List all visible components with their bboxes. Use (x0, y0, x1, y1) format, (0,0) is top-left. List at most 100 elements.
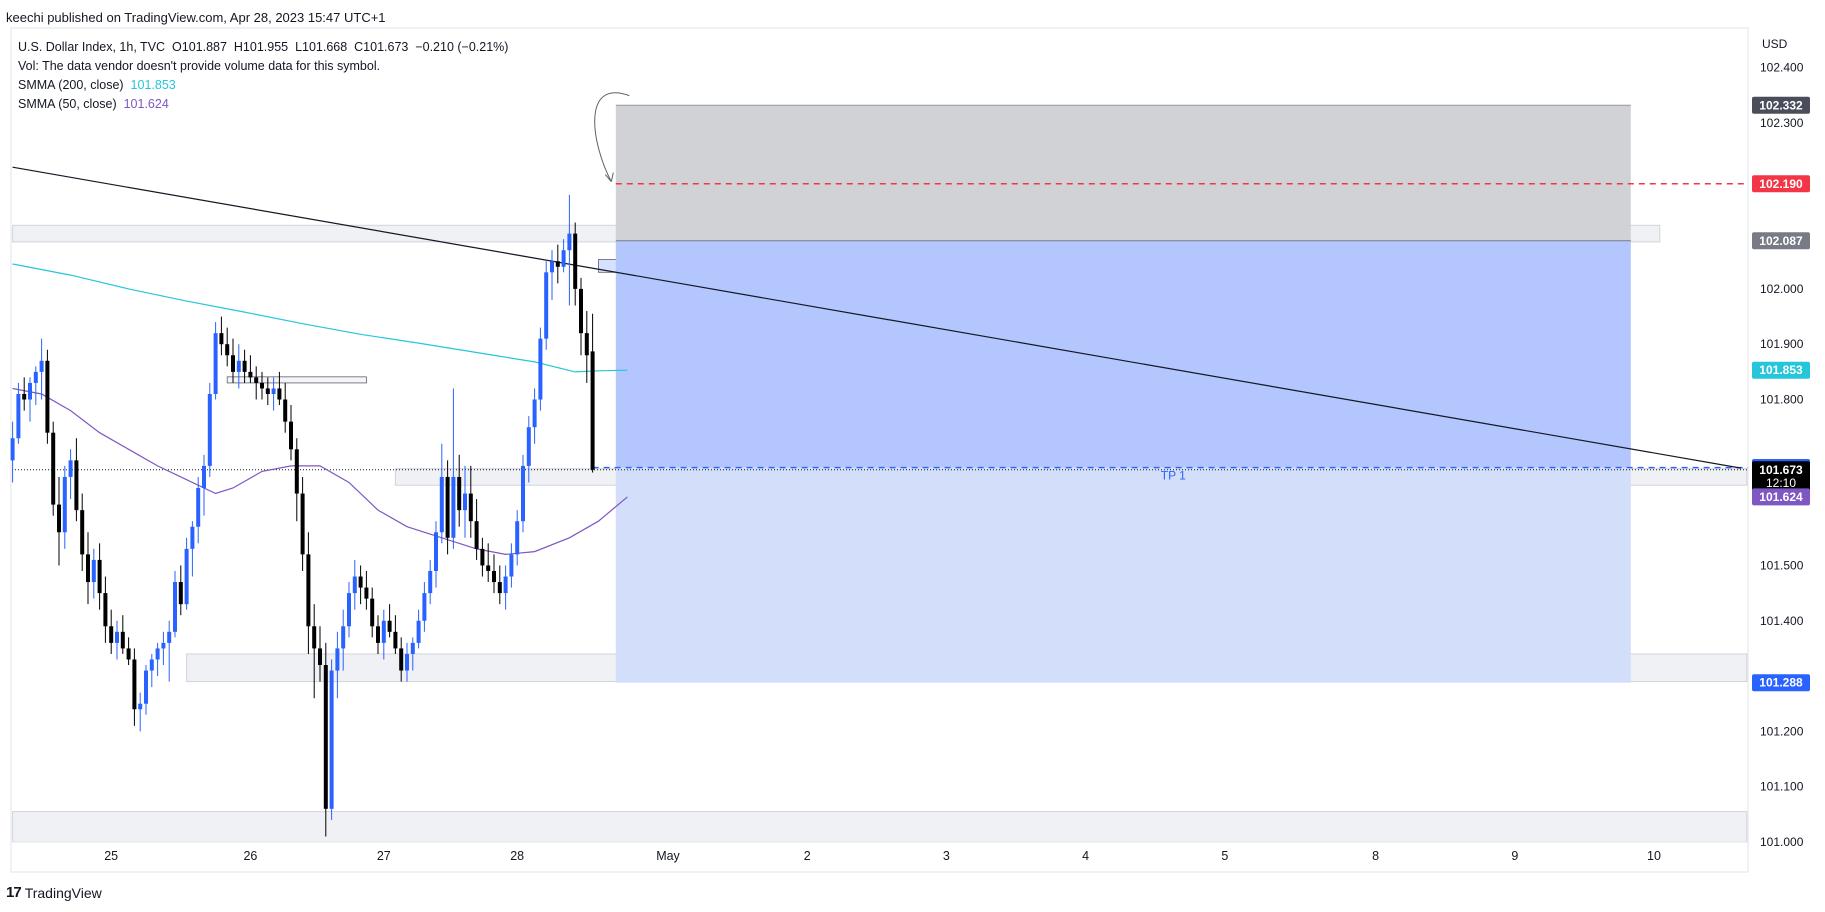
legend-smma50-row[interactable]: SMMA (50, close) 101.624 (18, 95, 508, 114)
arrow-head-icon (604, 172, 614, 182)
candle-body (439, 476, 444, 533)
price-tick-label: 102.300 (1760, 116, 1804, 130)
candle-body (538, 338, 543, 400)
candle-body (28, 382, 32, 400)
candle-body (590, 351, 595, 470)
time-tick-label: 8 (1372, 849, 1379, 863)
time-tick-label: 10 (1647, 849, 1661, 863)
candle-body (184, 548, 189, 605)
candle-body (80, 510, 85, 555)
tradingview-footer[interactable]: 17 TradingView (6, 884, 102, 901)
candle-body (149, 659, 154, 671)
candle-body (399, 648, 404, 671)
candle-body (428, 570, 433, 594)
price-tag (1752, 361, 1810, 379)
candle-body (451, 476, 456, 538)
legend-close: C101.673 (354, 40, 409, 54)
candle-body (236, 360, 241, 372)
legend-smma200-row[interactable]: SMMA (200, close) 101.853 (18, 76, 508, 95)
candle-body (405, 653, 409, 671)
target-zone (615, 467, 1631, 683)
chart-legend: U.S. Dollar Index, 1h, TVC O101.887 H101… (18, 38, 508, 114)
tradingview-brand: TradingView (24, 884, 102, 901)
candle-body (91, 559, 96, 583)
candle-body (57, 504, 61, 533)
time-tick-label: 25 (104, 849, 118, 863)
legend-change: −0.210 (−0.21%) (415, 40, 509, 54)
candle-body (109, 626, 114, 643)
candle-body (22, 393, 27, 400)
smma200-value: 101.853 (130, 78, 176, 92)
candle-body (497, 582, 502, 594)
legend-symbol: U.S. Dollar Index, 1h, TVC (18, 40, 166, 54)
candle-body (248, 371, 253, 378)
candle-body (289, 421, 293, 450)
time-axis-layer: 25 26 27 28 May 2 3 4 5 8 9 10 (12, 841, 1748, 863)
candle-body (532, 399, 537, 428)
candle-body (120, 631, 125, 649)
price-tag (1752, 461, 1810, 492)
smma50-label: SMMA (50, close) (18, 97, 117, 111)
price-tick-label: 101.800 (1760, 393, 1804, 407)
candle-body (416, 620, 421, 643)
time-tick-label: 27 (377, 849, 391, 863)
time-tick-label: 9 (1511, 849, 1518, 863)
legend-high: H101.955 (233, 40, 289, 54)
candle-body (33, 371, 38, 383)
time-tick-label: 5 (1221, 849, 1228, 863)
smma200-line (12, 263, 628, 373)
time-tick-label: 3 (943, 849, 950, 863)
candle-body (115, 631, 119, 643)
publisher-credit: keechi published on TradingView.com, Apr… (6, 10, 386, 25)
candle-body (178, 582, 183, 605)
candle-body (480, 548, 485, 566)
candle-body (486, 565, 491, 571)
candle-body (573, 233, 578, 289)
candle-body (231, 355, 235, 372)
candle-body (68, 460, 73, 477)
candle-body (584, 333, 589, 356)
candle-body (347, 593, 351, 627)
position-tool-layer: TP 1 (615, 104, 1631, 683)
candle-body (526, 427, 531, 466)
candle-body (144, 670, 148, 704)
tradingview-logo-icon: 17 (6, 884, 22, 901)
candle-body (173, 582, 177, 632)
legend-open: O101.887 (172, 40, 227, 54)
candle-body (242, 360, 247, 372)
candle-body (277, 388, 282, 400)
arrow-annotation (594, 92, 630, 182)
time-tick-label: 4 (1082, 849, 1089, 863)
candle-body (97, 559, 102, 594)
candle-body (225, 344, 230, 356)
smma50-line (12, 387, 628, 556)
candle-body (329, 670, 334, 809)
price-tag-label: 101.673 (1759, 463, 1803, 477)
price-tick-label: 101.200 (1760, 724, 1804, 738)
price-tick-label: 102.000 (1760, 282, 1804, 296)
price-tick-label: 101.100 (1760, 780, 1804, 794)
candle-body (323, 665, 328, 809)
price-tag (1752, 175, 1810, 193)
smma50-value: 101.624 (123, 97, 169, 111)
candle-body (86, 554, 90, 583)
time-tick-label: 28 (510, 849, 524, 863)
candle-body (521, 465, 525, 522)
price-tick-label: 102.400 (1760, 61, 1804, 75)
candle-body (62, 476, 67, 533)
candle-body (271, 388, 276, 394)
candle-body (312, 626, 317, 649)
candle-body (555, 261, 560, 267)
lines-layer (12, 92, 1748, 556)
price-tag (1752, 96, 1810, 114)
candle-body (103, 593, 108, 627)
price-tick-label: 101.000 (1760, 835, 1804, 849)
price-tag-label: 101.288 (1759, 676, 1803, 690)
candle-body (318, 648, 322, 666)
candle-body (51, 432, 56, 505)
candle-body (219, 333, 224, 345)
candle-body (515, 521, 520, 555)
smma200-label: SMMA (200, close) (18, 78, 124, 92)
candle-body (422, 593, 427, 621)
